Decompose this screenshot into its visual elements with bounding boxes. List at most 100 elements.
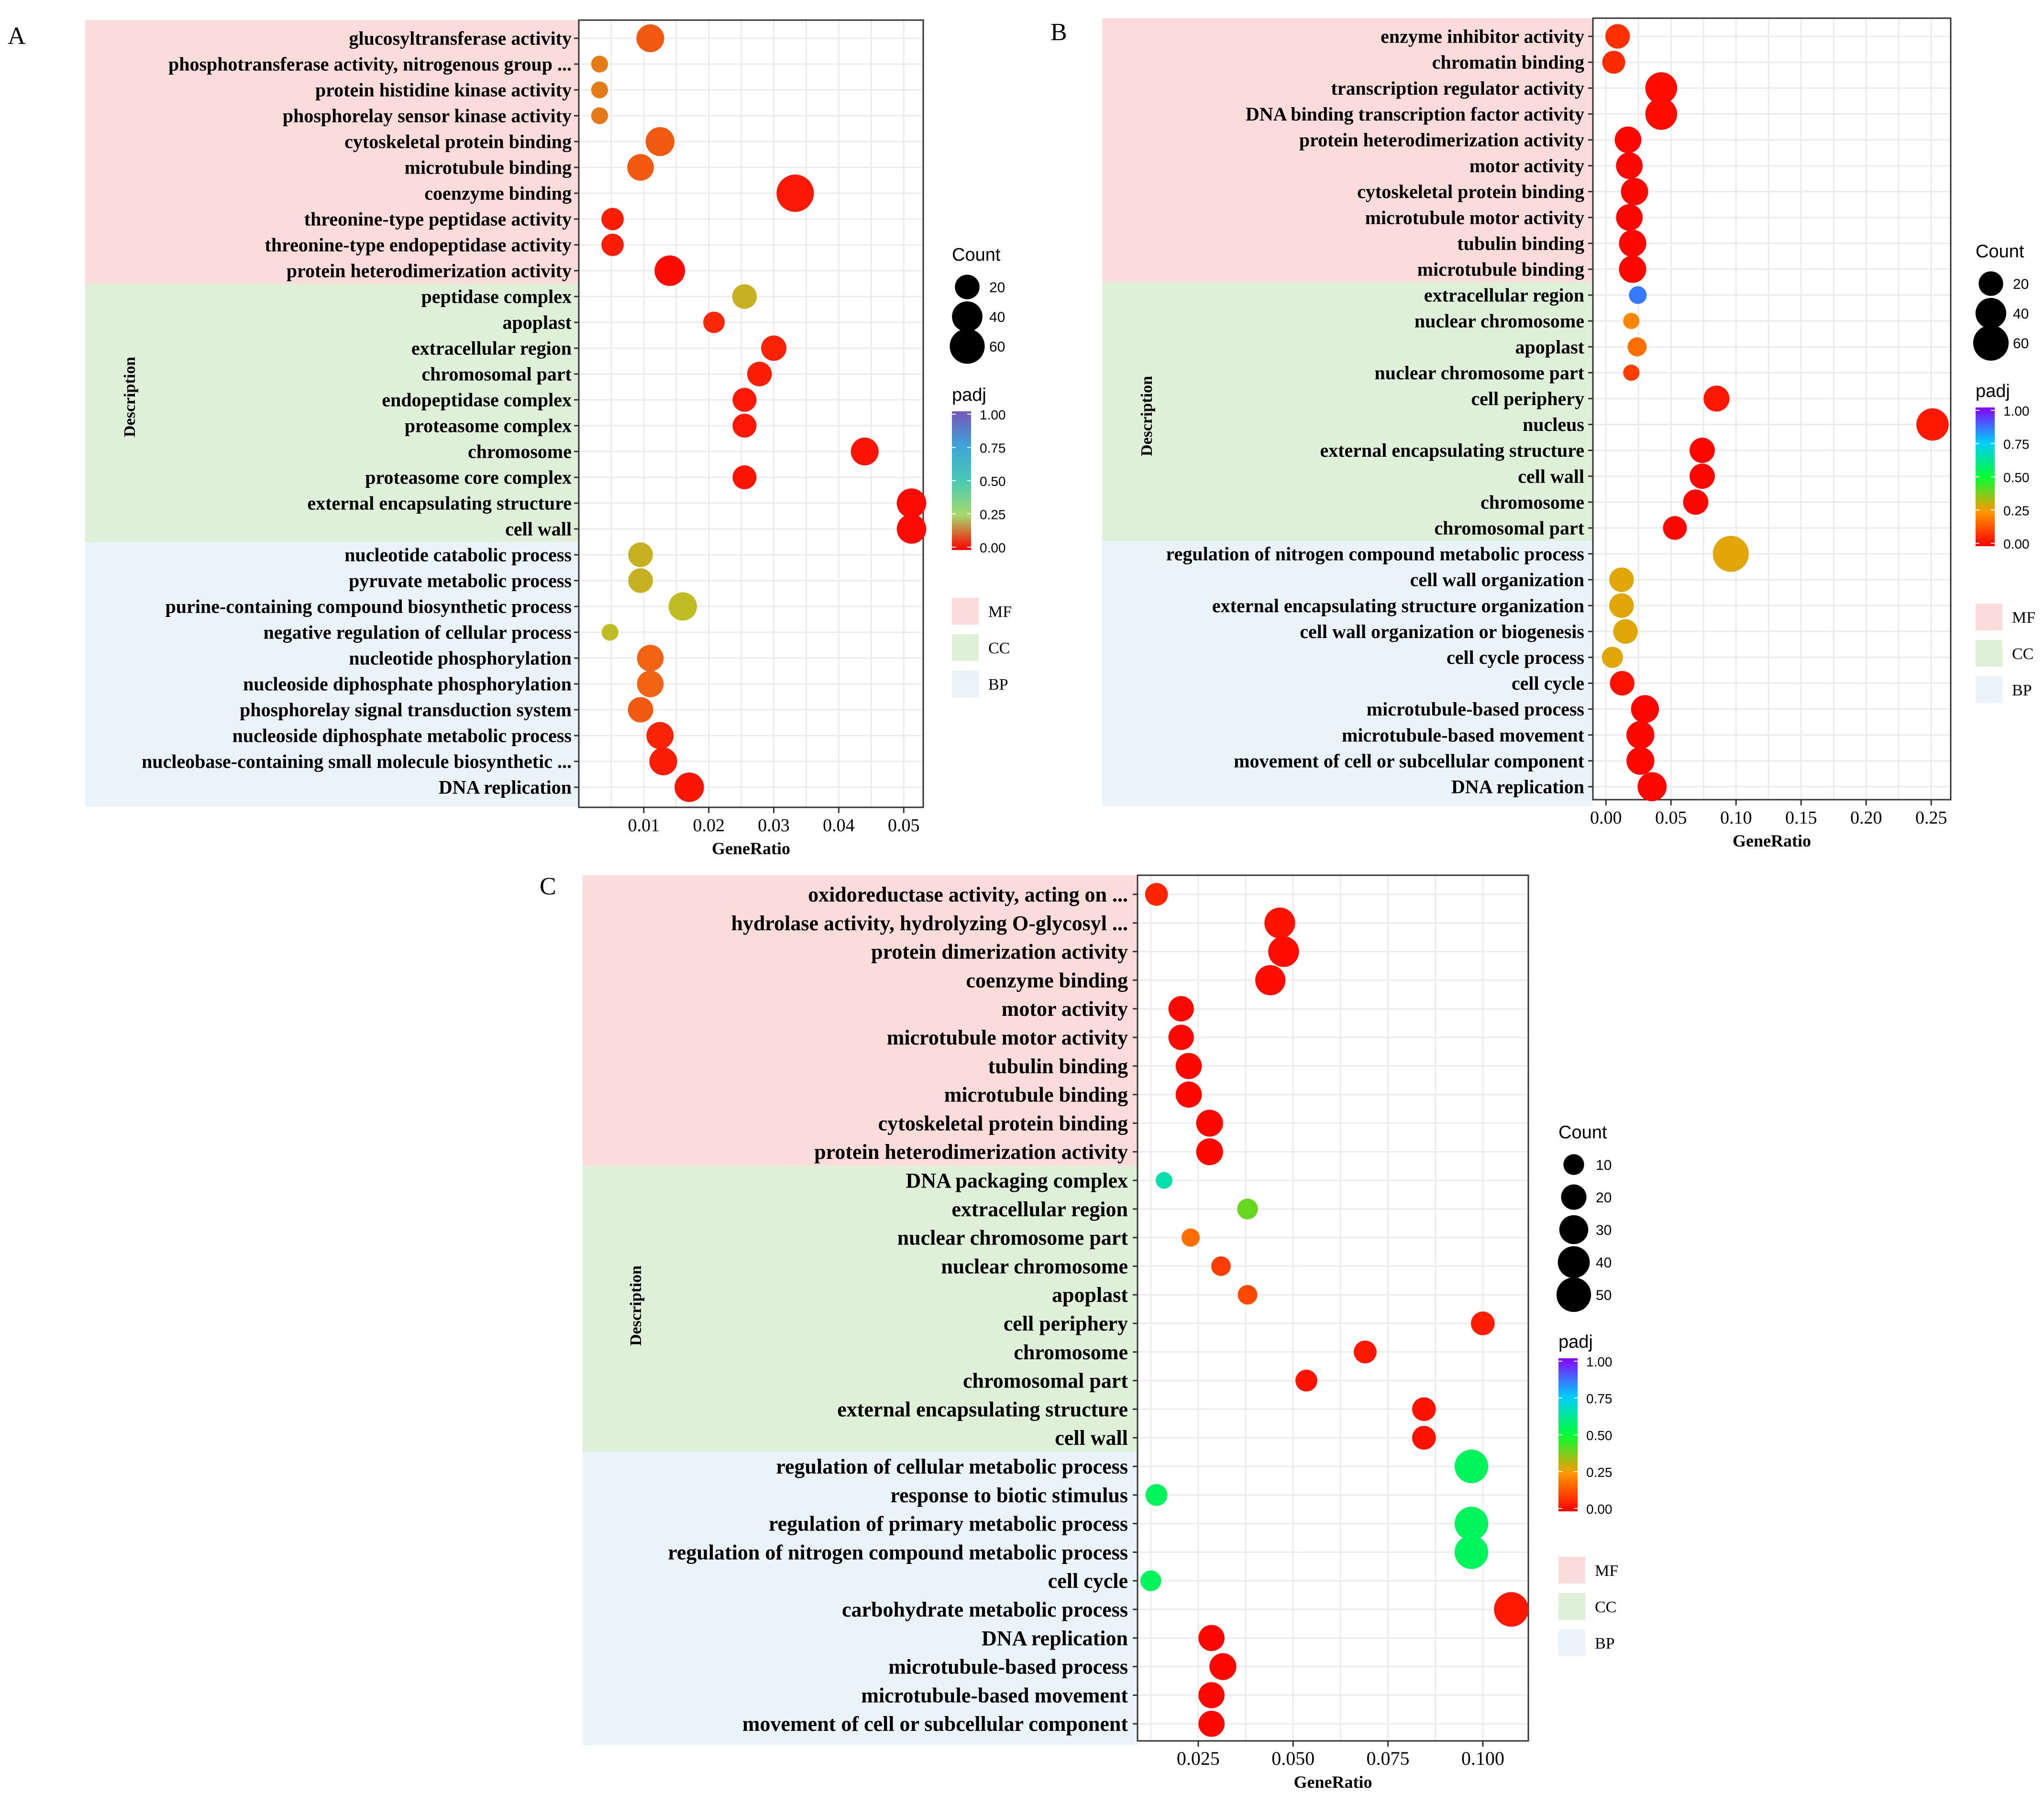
- data-point: [1454, 1507, 1489, 1541]
- y-tick-label: endopeptidase complex: [382, 389, 572, 411]
- data-point: [1645, 98, 1678, 130]
- padj-tick-label: 0.25: [1586, 1465, 1613, 1480]
- padj-tick-label: 0.50: [1586, 1428, 1613, 1443]
- y-tick-label: nucleus: [1523, 414, 1584, 435]
- y-tick-label: transcription regulator activity: [1331, 77, 1584, 99]
- y-tick-label: extracellular region: [1424, 285, 1584, 306]
- y-tick-label: cell cycle process: [1447, 647, 1584, 668]
- x-tick-label: 0.05: [1655, 808, 1687, 828]
- padj-tick-label: 0.50: [2003, 470, 2030, 485]
- data-point: [1196, 1110, 1223, 1137]
- data-point: [1616, 152, 1643, 179]
- data-point: [668, 592, 697, 621]
- count-legend-label: 20: [2013, 276, 2029, 292]
- data-point: [674, 772, 704, 802]
- data-point: [1626, 721, 1655, 749]
- category-legend-swatch: [1976, 640, 2002, 667]
- count-legend-label: 60: [2013, 336, 2029, 352]
- panel-label: B: [1050, 19, 1067, 46]
- count-legend-dot: [952, 301, 983, 332]
- data-point: [1175, 1081, 1202, 1108]
- data-point: [1627, 337, 1647, 357]
- count-legend-dot: [1973, 325, 2009, 361]
- data-point: [591, 107, 608, 124]
- y-tick-label: cytoskeletal protein binding: [878, 1112, 1128, 1135]
- y-tick-label: protein histidine kinase activity: [315, 79, 572, 101]
- y-tick-label: phosphorelay signal transduction system: [240, 699, 572, 721]
- band-bp: [583, 1452, 1138, 1746]
- padj-tick-label: 0.00: [2003, 537, 2030, 551]
- data-point: [1683, 489, 1709, 515]
- data-point: [747, 362, 772, 386]
- data-point: [654, 255, 685, 286]
- data-point: [732, 387, 757, 412]
- padj-tick-label: 0.25: [980, 507, 1006, 522]
- data-point: [1616, 204, 1643, 231]
- y-tick-label: external encapsulating structure: [307, 493, 572, 514]
- count-legend-label: 20: [1596, 1190, 1612, 1206]
- y-tick-label: apoplast: [503, 312, 572, 333]
- y-tick-label: microtubule binding: [1417, 259, 1584, 280]
- data-point: [896, 488, 927, 518]
- data-point: [1471, 1311, 1495, 1335]
- y-tick-label: response to biotic stimulus: [890, 1484, 1128, 1507]
- data-point: [1140, 1570, 1161, 1591]
- data-point: [1602, 51, 1625, 74]
- y-tick-label: microtubule-based process: [1367, 698, 1584, 720]
- y-tick-label: nuclear chromosome: [941, 1255, 1128, 1278]
- data-point: [1237, 1199, 1258, 1220]
- data-point: [1494, 1592, 1529, 1627]
- x-tick-label: 0.05: [888, 815, 920, 836]
- count-legend-title: Count: [1558, 1123, 1607, 1143]
- y-tick-label: cell cycle: [1512, 672, 1584, 694]
- x-tick-label: 0.02: [693, 815, 725, 836]
- data-point: [1605, 24, 1630, 49]
- band-cc: [1102, 282, 1593, 541]
- x-tick-label: 0.01: [628, 815, 660, 836]
- padj-tick-label: 1.00: [980, 407, 1006, 422]
- padj-tick-label: 0.00: [980, 540, 1006, 555]
- data-point: [1454, 1449, 1489, 1484]
- y-tick-label: microtubule-based process: [888, 1655, 1128, 1679]
- x-tick-label: 0.10: [1720, 808, 1752, 828]
- count-legend-title: Count: [952, 245, 1001, 265]
- y-tick-label: cytoskeletal protein binding: [344, 131, 572, 153]
- y-tick-label: protein dimerization activity: [871, 940, 1128, 964]
- count-legend-dot: [1556, 1277, 1591, 1312]
- band-bp: [1102, 540, 1593, 806]
- data-point: [1196, 1138, 1223, 1166]
- category-legend-swatch: [952, 671, 979, 697]
- data-point: [1613, 619, 1638, 644]
- data-point: [591, 81, 608, 99]
- data-point: [601, 208, 624, 231]
- data-point: [1412, 1397, 1436, 1421]
- category-legend-label: CC: [2012, 645, 2033, 663]
- y-tick-label: nucleobase-containing small molecule bio…: [142, 751, 572, 772]
- data-point: [1211, 1256, 1231, 1276]
- y-tick-label: cell wall: [505, 518, 572, 540]
- y-tick-label: microtubule-based movement: [1342, 724, 1585, 746]
- plot-border: [578, 19, 924, 808]
- padj-legend-title: padj: [1976, 381, 2010, 401]
- data-point: [628, 568, 653, 593]
- y-tick-label: regulation of nitrogen compound metaboli…: [1166, 543, 1584, 565]
- count-legend-dot: [1561, 1184, 1587, 1210]
- y-tick-label: regulation of primary metabolic process: [769, 1512, 1128, 1536]
- y-tick-label: threonine-type peptidase activity: [304, 209, 572, 230]
- count-legend-title: Count: [1976, 242, 2024, 262]
- x-tick-label: 0.00: [1590, 808, 1622, 828]
- category-legend-label: MF: [2012, 609, 2035, 627]
- data-point: [628, 697, 653, 723]
- category-legend-label: BP: [2012, 682, 2032, 699]
- y-tick-label: external encapsulating structure: [837, 1398, 1128, 1421]
- panel-b: B Description 0.00 0.05 0.10 0.15 0.20 0.25 Gene…: [1050, 17, 2035, 850]
- x-tick-label: 0.03: [758, 815, 790, 836]
- y-tick-label: protein heterodimerization activity: [287, 260, 572, 282]
- y-tick-label: proteasome complex: [405, 415, 572, 437]
- padj-legend-title: padj: [1558, 1332, 1593, 1352]
- data-point: [1609, 593, 1634, 618]
- y-tick-label: phosphorelay sensor kinase activity: [283, 105, 572, 127]
- count-legend-label: 40: [1596, 1255, 1612, 1271]
- data-point: [1145, 1484, 1168, 1506]
- y-tick-label: microtubule motor activity: [1365, 207, 1584, 228]
